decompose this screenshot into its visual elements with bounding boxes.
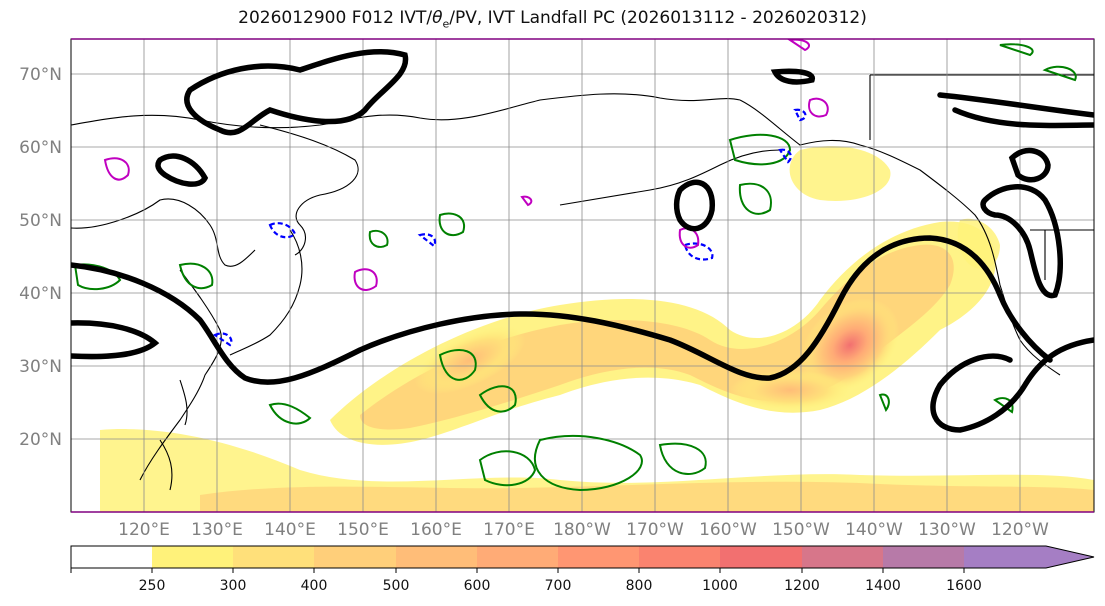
- colorbar-extend-arrow: [1046, 546, 1094, 568]
- map-title: 2026012900 F012 IVT/θe/PV, IVT Landfall …: [238, 8, 867, 31]
- colorbar-tick-labels: 250 300 400 500 600 700 800 1000 1200 14…: [139, 578, 982, 594]
- colorbar-segment-600: [477, 546, 558, 568]
- lat-label-40: 40°N: [19, 284, 62, 304]
- colorbar-label-600: 600: [464, 578, 491, 594]
- pc-north-siberia: [184, 49, 409, 136]
- colorbar-segment-1200: [802, 546, 883, 568]
- lon-label-130w: 130°W: [918, 520, 976, 540]
- colorbar-segment-1600: [964, 546, 1046, 568]
- colorbar-label-400: 400: [301, 578, 328, 594]
- colorbar-segment-800: [639, 546, 720, 568]
- coast-asia: [71, 198, 256, 267]
- lon-label-120w: 120°W: [991, 520, 1049, 540]
- colorbar-segment-250: [152, 546, 233, 568]
- pc-east-pacific: [930, 337, 1094, 433]
- coast-islands: [159, 379, 188, 491]
- pc-bc-small: [1008, 147, 1051, 183]
- map-plot-area: [71, 39, 1094, 512]
- lon-label-150e: 150°E: [337, 520, 389, 540]
- pc-bc-large: [980, 184, 1063, 299]
- ivt-shading: [100, 146, 1094, 512]
- lat-label-70: 70°N: [19, 65, 62, 85]
- pc-main-wave: [71, 235, 1053, 385]
- colorbar-segment-300: [233, 546, 314, 568]
- coast-china: [139, 269, 222, 481]
- ivt-tropical-core: [200, 481, 1094, 512]
- ivt-coast-patch: [957, 218, 1000, 269]
- theta-e-contours: [73, 43, 1077, 492]
- lon-label-140e: 140°E: [264, 520, 316, 540]
- colorbar-label-800: 800: [626, 578, 653, 594]
- coast-na-west: [739, 99, 1061, 376]
- lon-label-160w: 160°W: [699, 520, 757, 540]
- colorbar-label-1000: 1000: [702, 578, 738, 594]
- colorbar-segment-500: [396, 546, 477, 568]
- lon-label-120e: 120°E: [118, 520, 170, 540]
- lat-label-20: 20°N: [19, 430, 62, 450]
- lon-label-170e: 170°E: [483, 520, 535, 540]
- pc-canada: [937, 92, 1094, 129]
- pc-alaska-small: [770, 68, 815, 85]
- lon-label-150w: 150°W: [772, 520, 830, 540]
- lat-label-50: 50°N: [19, 211, 62, 231]
- colorbar-label-1400: 1400: [865, 578, 901, 594]
- gridlines: [71, 39, 1094, 512]
- coastlines: [71, 74, 1094, 491]
- ivt-landfall-pc-contours: [71, 49, 1094, 433]
- colorbar-label-700: 700: [545, 578, 572, 594]
- colorbar-ticks: [70, 568, 965, 573]
- colorbar-segment-700: [558, 546, 639, 568]
- lat-labels: 70°N 60°N 50°N 40°N 30°N 20°N: [19, 65, 62, 450]
- colorbar-segment-1000: [720, 546, 802, 568]
- colorbar: 250 300 400 500 600 700 800 1000 1200 14…: [70, 545, 1095, 594]
- colorbar-label-1600: 1600: [946, 578, 982, 594]
- coast-kamchatka: [259, 124, 359, 256]
- colorbar-outline: [70, 545, 1095, 569]
- ivt-core-west: [414, 325, 526, 395]
- colorbar-label-500: 500: [383, 578, 410, 594]
- lon-labels: 120°E 130°E 140°E 150°E 160°E 170°E 180°…: [118, 520, 1049, 540]
- colorbar-segment-below-250: [71, 546, 152, 568]
- lon-label-170w: 170°W: [626, 520, 684, 540]
- colorbar-label-250: 250: [139, 578, 166, 594]
- lon-label-140w: 140°W: [845, 520, 903, 540]
- colorbar-label-300: 300: [220, 578, 247, 594]
- ivt-gulf-alaska: [789, 146, 891, 201]
- lon-label-130e: 130°E: [191, 520, 243, 540]
- coast-aleutians: [559, 149, 781, 206]
- colorbar-label-1200: 1200: [784, 578, 820, 594]
- colorbar-segment-1400: [883, 546, 964, 568]
- lat-label-60: 60°N: [19, 138, 62, 158]
- lon-label-160e: 160°E: [410, 520, 462, 540]
- pc-west-closed: [71, 320, 160, 360]
- coast-japan: [229, 229, 303, 356]
- ivt-core-east: [800, 298, 900, 392]
- pc-okhotsk: [155, 153, 209, 187]
- colorbar-segment-400: [314, 546, 396, 568]
- pc-bering: [673, 179, 715, 232]
- lat-label-30: 30°N: [19, 357, 62, 377]
- lon-label-180w: 180°W: [553, 520, 611, 540]
- borders: [869, 74, 1094, 280]
